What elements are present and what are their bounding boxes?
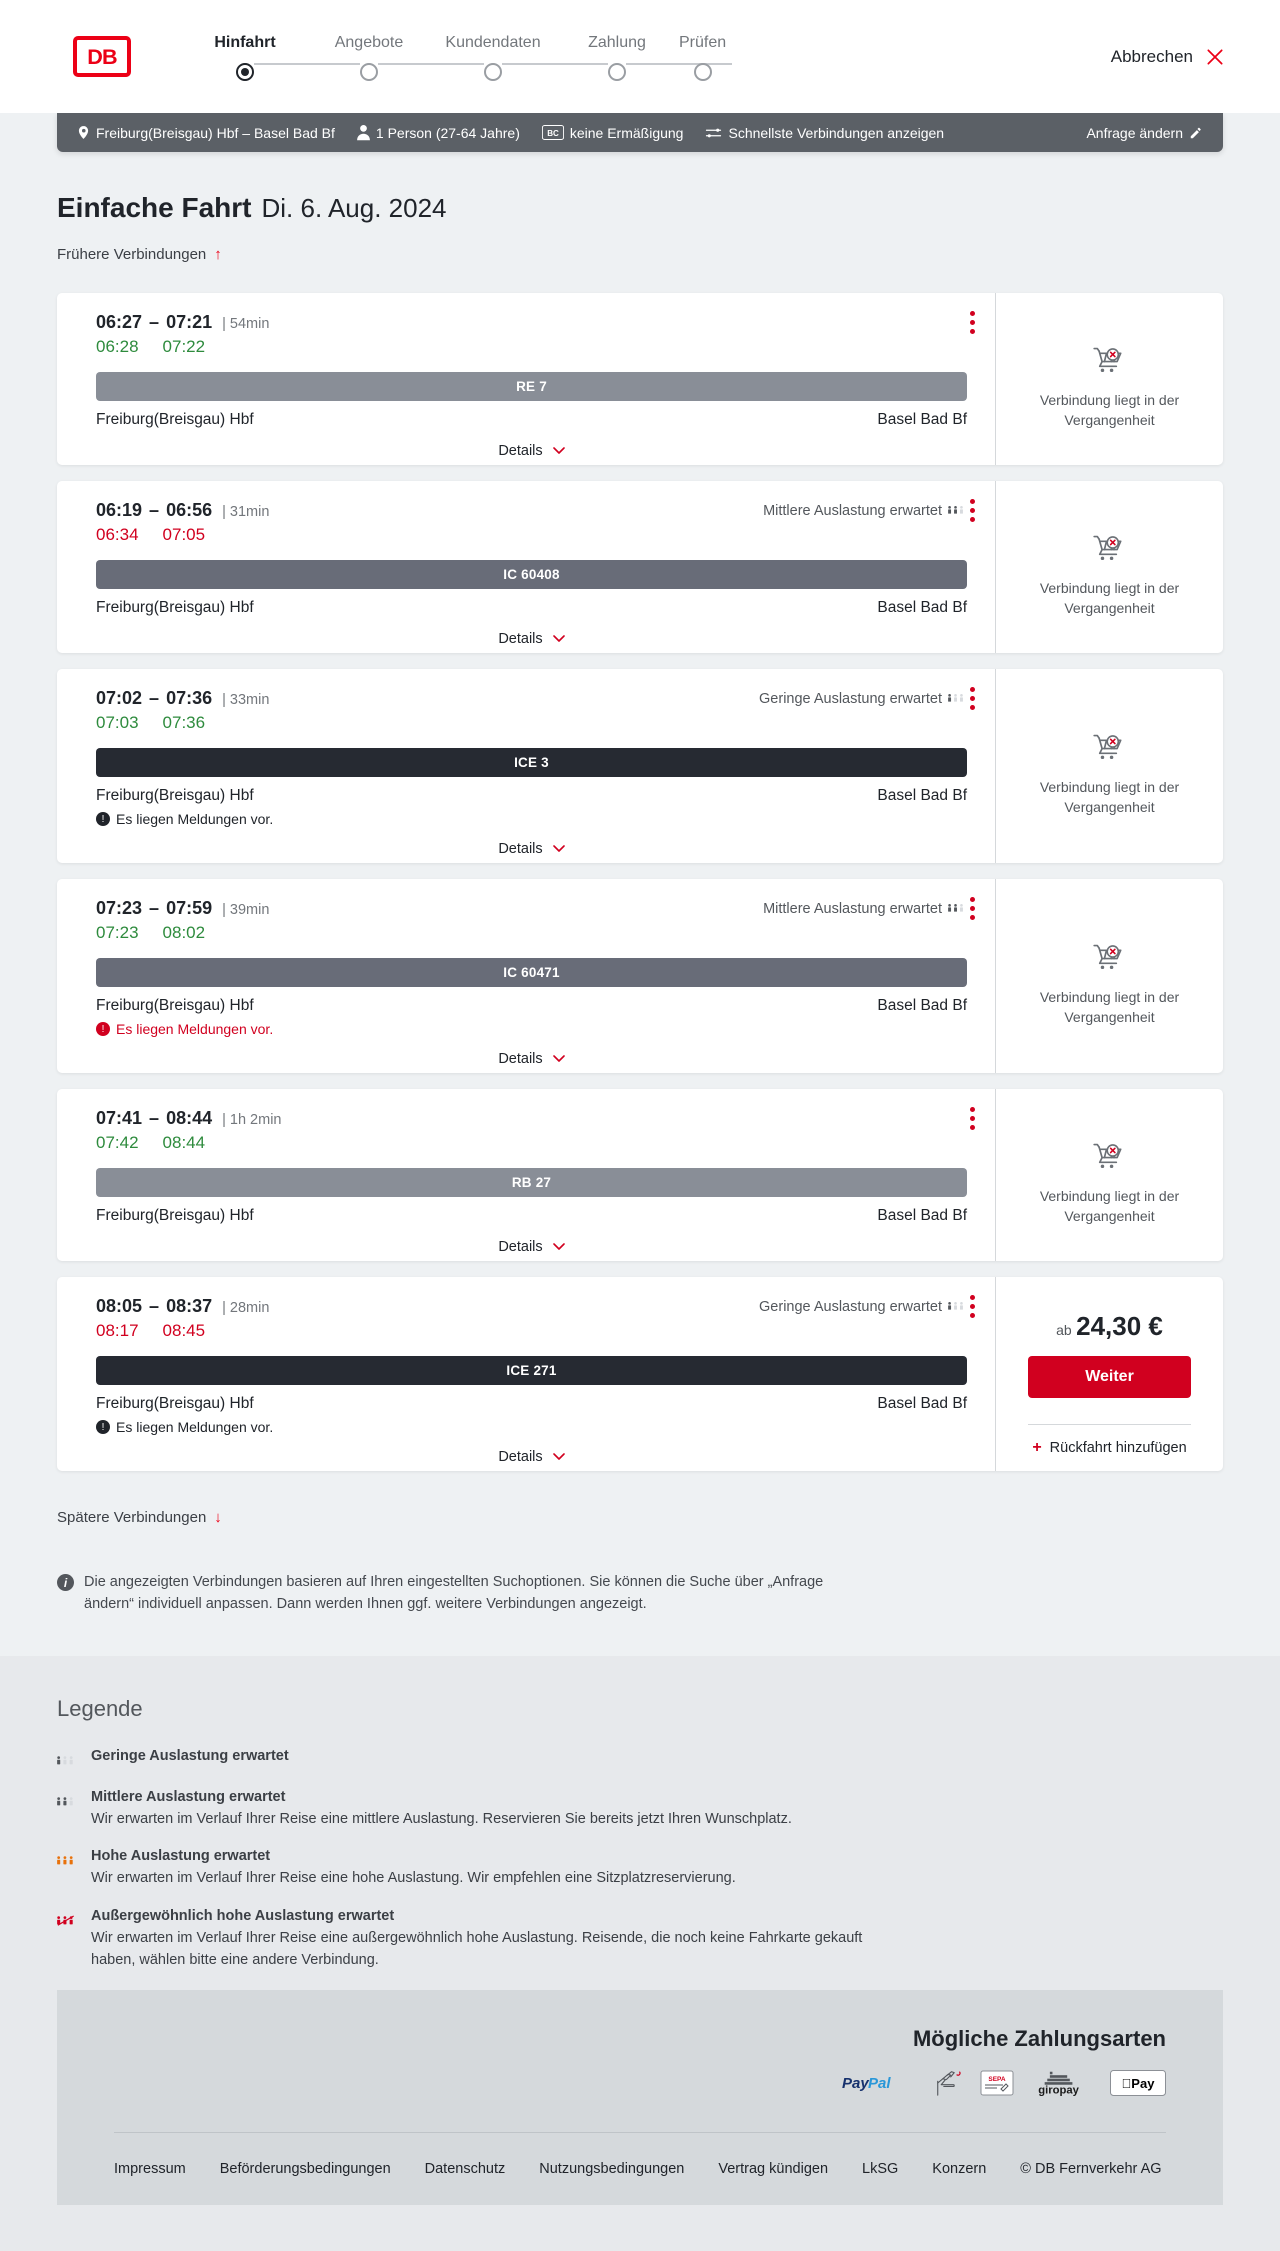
svg-text:Pal: Pal: [868, 2075, 891, 2092]
svg-text:giropay: giropay: [1038, 2084, 1079, 2096]
svg-text:Pay: Pay: [842, 2075, 869, 2092]
svg-text:BC: BC: [547, 129, 559, 138]
svg-text:Pay: Pay: [1122, 2076, 1156, 2091]
svg-text:DB: DB: [87, 44, 117, 69]
svg-text:SEPA: SEPA: [988, 2076, 1006, 2083]
